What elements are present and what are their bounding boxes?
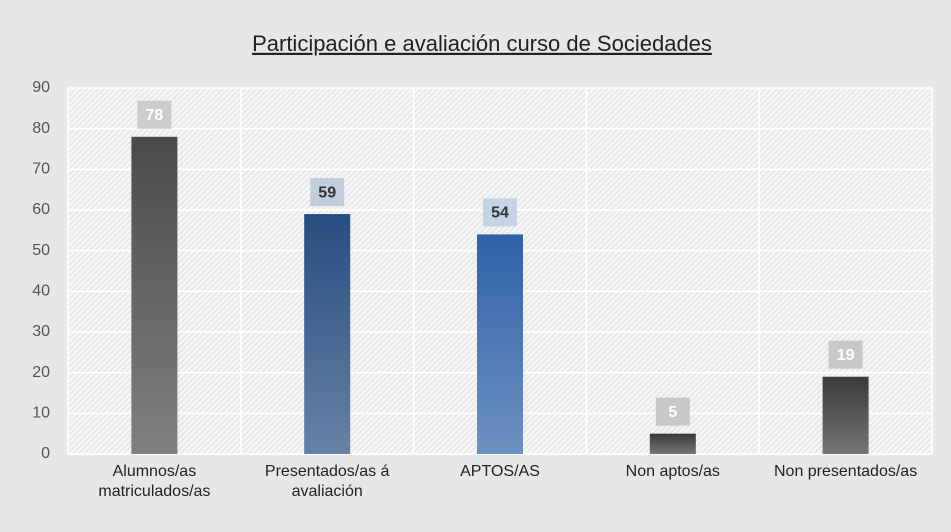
data-label: 54: [491, 205, 509, 222]
data-label-box: [828, 340, 863, 369]
bar: [649, 433, 696, 454]
y-tick-label: 70: [32, 161, 50, 178]
y-tick-label: 60: [32, 201, 50, 218]
x-tick-label: Alumnos/as matriculados/as: [98, 463, 211, 500]
data-label-box: [483, 198, 517, 227]
data-label-box: [137, 100, 172, 129]
bar: [477, 234, 523, 454]
data-label-box: [655, 397, 690, 426]
y-tick-label: 10: [32, 405, 50, 422]
y-tick-label: 50: [32, 242, 50, 259]
data-label: 5: [668, 404, 677, 421]
data-label: 78: [146, 107, 164, 124]
y-tick-label: 80: [32, 120, 50, 137]
x-tick-label-box: Non aptos/as: [625, 463, 720, 480]
x-tick-label-box: Alumnos/as matriculados/as: [98, 463, 211, 500]
data-label: 19: [837, 347, 855, 364]
bar: [131, 136, 178, 455]
chart-title: Participación e avaliación curso de Soci…: [252, 31, 712, 56]
data-label-box: [310, 178, 345, 207]
bar: [304, 214, 351, 454]
y-tick-label: 90: [32, 79, 50, 96]
x-tick-label-box: Presentados/as á avaliación: [264, 463, 390, 500]
x-tick-label-box: APTOS/AS: [460, 463, 540, 480]
y-tick-label: 40: [32, 283, 50, 300]
x-tick-label: Non presentados/as: [773, 463, 918, 480]
bar: [822, 376, 869, 454]
y-tick-label: 30: [32, 323, 50, 340]
x-tick-label: Non aptos/as: [625, 463, 720, 480]
x-tick-label-box: Non presentados/as: [773, 463, 918, 480]
x-tick-label: Presentados/as á avaliación: [264, 463, 390, 500]
data-label: 59: [318, 184, 336, 201]
y-tick-label: 0: [41, 445, 50, 462]
y-tick-label: 20: [32, 364, 50, 381]
x-tick-label: APTOS/AS: [460, 463, 540, 480]
